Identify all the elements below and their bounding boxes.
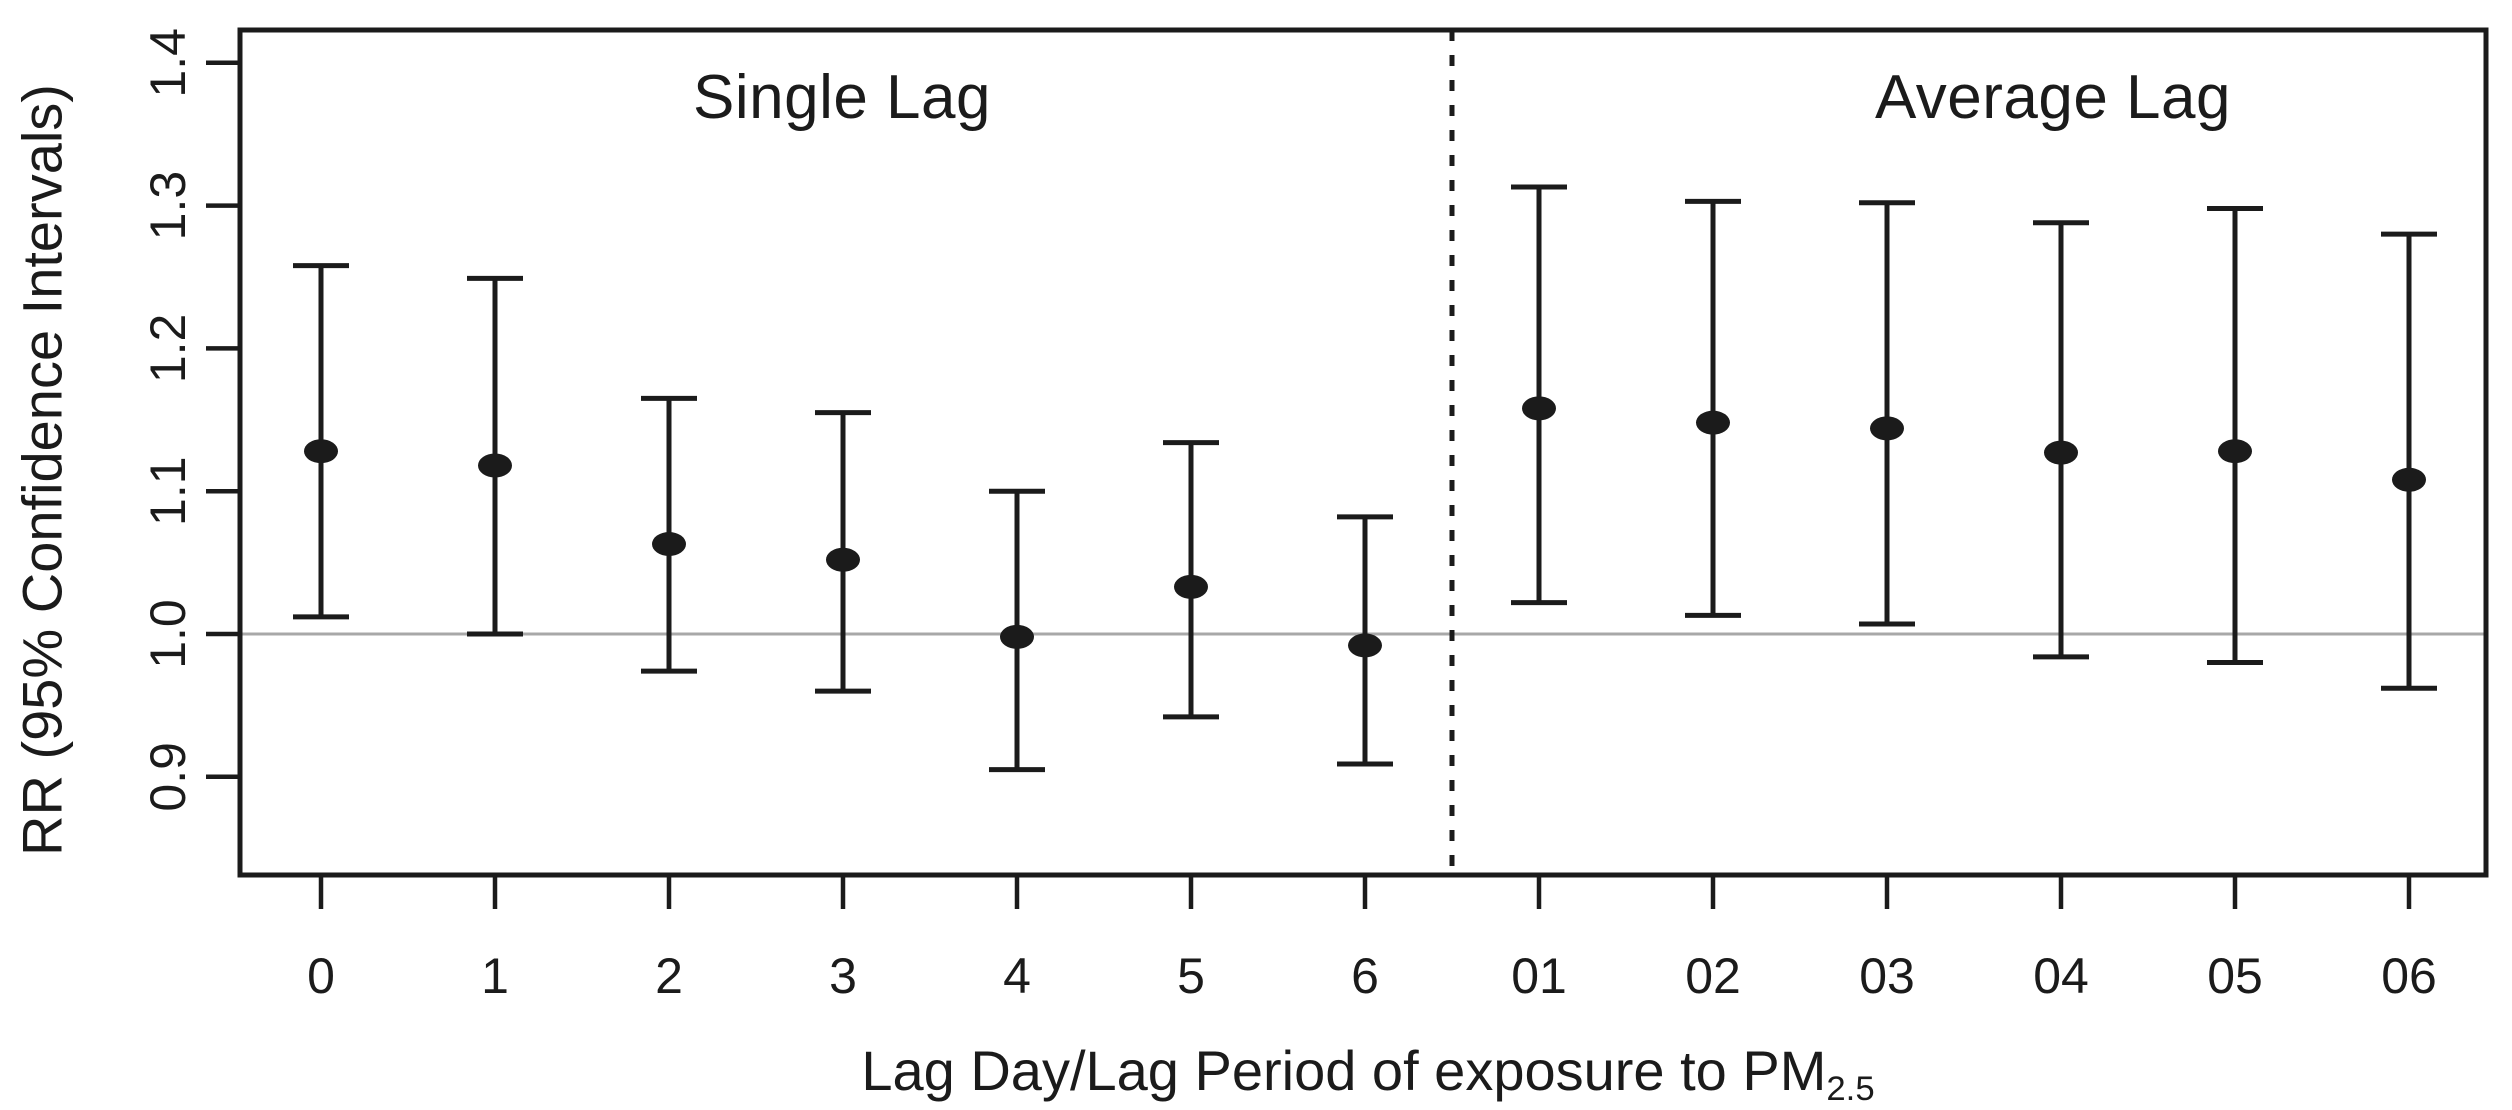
x-tick-label: 1	[481, 948, 509, 1004]
x-axis-label-subscript: 2.5	[1826, 1069, 1875, 1108]
y-tick-label: 0.9	[140, 742, 196, 812]
y-tick-label: 1.4	[140, 28, 196, 98]
y-tick-label: 1.2	[140, 314, 196, 384]
x-axis-label: Lag Day/Lag Period of exposure to PM2.5	[861, 1038, 1874, 1108]
y-tick-label: 1.1	[140, 456, 196, 526]
point-estimate-dot	[478, 453, 512, 478]
point-estimate-dot	[652, 532, 686, 557]
x-tick-label: 02	[1685, 948, 1741, 1004]
y-axis-label: RR (95% Confidence Intervals)	[10, 84, 74, 856]
section-label-single-lag: Single Lag	[692, 63, 992, 132]
x-tick-label: 01	[1511, 948, 1567, 1004]
x-tick-label: 6	[1351, 948, 1379, 1004]
x-tick-label: 2	[655, 948, 683, 1004]
point-estimate-dot	[2218, 439, 2252, 464]
point-estimate-dot	[304, 439, 338, 464]
y-tick-label: 1.0	[140, 599, 196, 669]
point-estimate-dot	[1696, 410, 1730, 435]
point-estimate-dot	[1870, 416, 1904, 441]
x-tick-label: 5	[1177, 948, 1205, 1004]
point-estimate-dot	[826, 547, 860, 572]
x-tick-label: 4	[1003, 948, 1031, 1004]
section-label-average-lag: Average Lag	[1875, 63, 2231, 132]
x-tick-label: 0	[307, 948, 335, 1004]
point-estimate-dot	[2392, 467, 2426, 492]
point-estimate-dot	[1522, 396, 1556, 421]
point-estimate-dot	[2044, 440, 2078, 465]
x-tick-label: 04	[2033, 948, 2089, 1004]
y-tick-label: 1.3	[140, 171, 196, 241]
x-tick-label: 06	[2381, 948, 2437, 1004]
x-tick-label: 05	[2207, 948, 2263, 1004]
x-axis-label-main: Lag Day/Lag Period of exposure to PM	[861, 1039, 1827, 1102]
x-tick-label: 03	[1859, 948, 1915, 1004]
point-estimate-dot	[1174, 574, 1208, 599]
point-estimate-dot	[1000, 624, 1034, 649]
point-estimate-dot	[1348, 633, 1382, 658]
x-tick-label: 3	[829, 948, 857, 1004]
